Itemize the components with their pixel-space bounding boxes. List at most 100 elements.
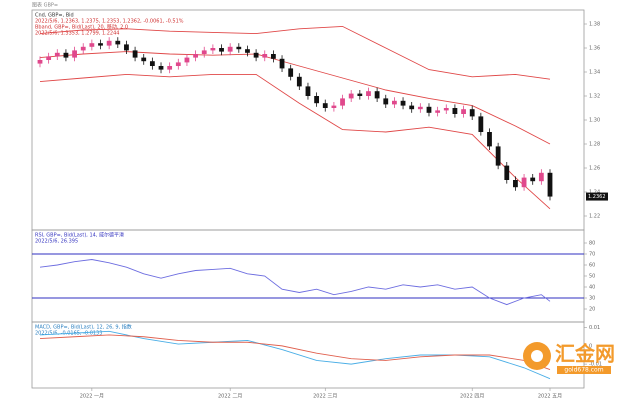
y-tick-label: 50 <box>589 274 595 280</box>
candle-body <box>270 54 276 59</box>
candle-body <box>236 46 242 50</box>
candle-body <box>279 58 285 69</box>
candle-body <box>219 48 224 52</box>
candle-body <box>504 165 510 180</box>
y-tick-label: 1.28 <box>589 142 600 148</box>
candle-body <box>521 177 527 188</box>
candle-body <box>452 108 458 114</box>
candle-body <box>366 91 371 96</box>
candle-body <box>175 62 181 66</box>
candle-body <box>417 106 423 110</box>
candle-body <box>54 52 60 57</box>
candle-body <box>89 43 95 47</box>
candle-body <box>158 66 164 70</box>
candle-body <box>348 93 354 99</box>
candle-body <box>210 48 216 51</box>
last-price-label: 1.2362 <box>588 194 606 200</box>
bands-subtitle: 2022/5/6, 1.3353, 1.2799, 1.2244 <box>35 31 119 37</box>
last-price-box <box>586 192 608 201</box>
panel-subtitle: 2022/5/6, 26.395 <box>35 239 78 245</box>
x-tick-label: 2022 三月 <box>313 394 337 400</box>
candle-body <box>37 60 43 64</box>
candle-body <box>288 68 294 77</box>
candle-body <box>124 44 129 51</box>
candle-body <box>357 93 363 96</box>
series-line <box>39 73 551 210</box>
y-tick-label: 0 <box>589 343 592 349</box>
candle-body <box>495 146 501 166</box>
candle-body <box>141 57 147 62</box>
y-tick-label: -0.01 <box>589 362 602 368</box>
candle-body <box>296 76 302 87</box>
candle-body <box>409 105 415 110</box>
series-line <box>39 330 551 380</box>
candle-body <box>46 56 52 60</box>
y-tick-label: 1.36 <box>589 46 600 52</box>
candle-body <box>72 50 77 58</box>
candle-body <box>201 50 207 54</box>
x-tick-label: 2022 一月 <box>80 394 104 400</box>
y-tick-label: 30 <box>589 296 595 302</box>
panel-title: RSI, GBP=, Bid(Last), 14, 威尔德平滑 <box>35 232 124 239</box>
candle-body <box>184 57 190 63</box>
candle-body <box>149 61 155 66</box>
series-line <box>39 334 551 371</box>
candle-body <box>314 96 320 104</box>
candle-body <box>530 177 536 182</box>
panel-title: MACD, GBP=, Bid(Last), 12, 26, 9, 指数 <box>35 324 132 331</box>
watermark: 汇金网 gold678.com <box>523 342 615 374</box>
y-tick-label: 20 <box>589 307 595 313</box>
candle-body <box>305 86 311 96</box>
candle-body <box>513 180 518 188</box>
candle-body <box>193 54 198 58</box>
candle-body <box>253 52 259 58</box>
candle-body <box>487 132 492 147</box>
watermark-logo-inner <box>531 350 543 362</box>
y-tick-label: 1.32 <box>589 94 600 100</box>
candle-body <box>435 110 441 113</box>
panel-frame <box>31 321 585 389</box>
candle-body <box>340 98 345 106</box>
panel-subtitle: 2022/5/6, 1.2363, 1.2375, 1.2353, 1.2362… <box>35 19 184 25</box>
y-tick-label: 60 <box>589 263 595 269</box>
candle-body <box>538 172 544 182</box>
y-tick-label: 1.24 <box>589 190 600 196</box>
candle-body <box>245 49 250 53</box>
y-tick-label: 1.26 <box>589 166 600 172</box>
x-tick-label: 2022 二月 <box>218 394 242 400</box>
candle-body <box>262 54 268 58</box>
candle-body <box>167 66 173 70</box>
candle-body <box>547 172 553 197</box>
candle-body <box>426 106 432 113</box>
y-tick-label: 80 <box>589 241 595 247</box>
candle-body <box>132 50 138 58</box>
candle-body <box>443 108 449 111</box>
x-tick-label: 2022 四月 <box>460 394 484 400</box>
series-line <box>39 25 551 80</box>
watermark-name: 汇金网 <box>555 342 615 366</box>
y-tick-label: 40 <box>589 285 595 291</box>
candle-body <box>383 98 389 105</box>
candle-body <box>374 91 380 99</box>
candle-body <box>227 46 233 52</box>
watermark-url-bg <box>557 366 611 374</box>
y-tick-label: 1.22 <box>589 214 600 220</box>
candle-body <box>392 100 397 105</box>
y-tick-label: 70 <box>589 252 595 258</box>
y-tick-label: 1.38 <box>589 22 600 28</box>
y-tick-label: 1.34 <box>589 70 600 76</box>
y-tick-label: 1.30 <box>589 118 600 124</box>
candle-body <box>80 46 86 51</box>
x-tick-label: 2022 五月 <box>538 394 562 400</box>
candle-body <box>478 116 484 132</box>
candle-body <box>400 100 406 106</box>
candle-body <box>331 105 337 108</box>
candle-body <box>106 40 112 46</box>
y-tick-label: 0.01 <box>589 325 600 331</box>
panel-title: Cnd, GBP=, Bid <box>35 13 74 19</box>
header: 图表 GBP= <box>32 2 58 9</box>
candle-body <box>322 103 328 108</box>
candle-body <box>461 109 466 114</box>
series-line <box>39 259 551 306</box>
